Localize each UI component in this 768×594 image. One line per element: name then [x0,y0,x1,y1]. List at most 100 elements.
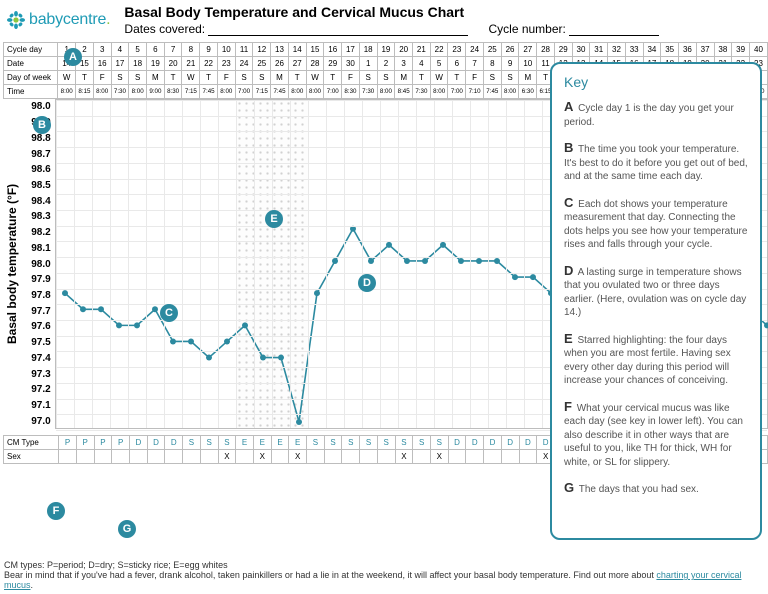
sex-cell [377,450,395,464]
date-cell: 20 [164,57,182,71]
cycleday-cell: 30 [572,43,590,57]
cycleday-cell: 20 [395,43,413,57]
cycleday-cell: 11 [235,43,253,57]
key-title: Key [564,74,748,90]
dow-cell: W [306,71,324,85]
cycleday-cell: 14 [288,43,306,57]
time-cell: 8:00 [58,85,76,99]
key-marker-G: G [118,520,136,538]
cm-cell: E [289,436,307,450]
time-cell: 8:30 [164,85,182,99]
y-tick: 98.5 [21,178,55,194]
y-tick: 97.5 [21,335,55,351]
cm-cell: D [165,436,183,450]
date-cell: 30 [342,57,360,71]
sex-cell: X [289,450,307,464]
dow-cell: T [164,71,182,85]
date-cell: 1 [359,57,377,71]
key-entry-E: E Starred highlighting: the four days wh… [564,330,748,388]
key-entry-F: F What your cervical mucus was like each… [564,398,748,470]
cycleday-cell: 33 [625,43,643,57]
key-marker-C: C [160,304,178,322]
dow-cell: M [395,71,413,85]
cm-cell: E [253,436,271,450]
y-tick: 98.3 [21,209,55,225]
time-cell: 8:00 [501,85,519,99]
time-cell: 8:00 [93,85,111,99]
date-cell: 28 [306,57,324,71]
time-cell: 6:30 [519,85,537,99]
date-cell: 7 [466,57,484,71]
cm-cell: P [76,436,94,450]
key-marker-D: D [358,274,376,292]
dow-cell: M [271,71,289,85]
time-cell: 8:00 [288,85,306,99]
dow-cell: T [324,71,342,85]
dow-cell: W [58,71,76,85]
dow-cell: S [129,71,147,85]
cm-cell: P [59,436,77,450]
sex-cell [501,450,519,464]
dow-cell: W [430,71,448,85]
footnotes: CM types: P=period; D=dry; S=sticky rice… [4,560,768,590]
sex-cell [413,450,431,464]
cycleday-cell: 5 [129,43,147,57]
subtitle-row: Dates covered: Cycle number: [124,22,659,36]
date-cell: 5 [430,57,448,71]
date-cell: 26 [271,57,289,71]
rowhdr-sex: Sex [4,450,59,464]
cm-cell: S [183,436,201,450]
key-entries: A Cycle day 1 is the day you get your pe… [564,98,748,497]
y-tick: 98.0 [21,256,55,272]
cycleday-cell: 24 [466,43,484,57]
sex-cell [484,450,502,464]
dow-cell: S [359,71,377,85]
time-cell: 7:00 [448,85,466,99]
sex-cell: X [218,450,236,464]
sex-cell [94,450,112,464]
cycleday-cell: 8 [182,43,200,57]
cm-cell: S [342,436,360,450]
cycle-label: Cycle number: [488,22,565,36]
cycleday-cell: 26 [501,43,519,57]
dow-cell: T [200,71,218,85]
cm-cell: S [307,436,325,450]
cm-cell: S [200,436,218,450]
sex-cell [466,450,484,464]
time-cell: 8:00 [217,85,235,99]
cycleday-cell: 39 [732,43,750,57]
date-cell: 23 [217,57,235,71]
date-cell: 2 [377,57,395,71]
sex-cell [307,450,325,464]
cm-cell: S [360,436,378,450]
sex-cell [448,450,466,464]
sex-cell [165,450,183,464]
cm-cell: D [519,436,537,450]
y-tick: 97.2 [21,382,55,398]
time-cell: 8:00 [306,85,324,99]
disclaimer-text: Bear in mind that if you've had a fever,… [4,570,656,580]
key-marker-B: B [33,116,51,134]
brand-logo: babycentre. [6,10,110,30]
cycleday-cell: 18 [359,43,377,57]
cycleday-cell: 21 [413,43,431,57]
cm-cell: D [129,436,147,450]
dow-cell: F [93,71,111,85]
cycleday-cell: 32 [608,43,626,57]
dow-cell: M [147,71,165,85]
y-axis-label: Basal body temperature (°F) [3,99,21,429]
date-cell: 9 [501,57,519,71]
cycleday-cell: 7 [164,43,182,57]
date-cell: 17 [111,57,129,71]
rowhdr-date: Date [4,57,58,71]
sex-cell [129,450,147,464]
dow-cell: F [217,71,235,85]
date-cell: 22 [200,57,218,71]
rowhdr-dow: Day of week [4,71,58,85]
date-cell: 8 [483,57,501,71]
sex-cell [183,450,201,464]
cycleday-cell: 19 [377,43,395,57]
cycleday-cell: 16 [324,43,342,57]
time-cell: 7:45 [271,85,289,99]
y-tick: 97.6 [21,319,55,335]
